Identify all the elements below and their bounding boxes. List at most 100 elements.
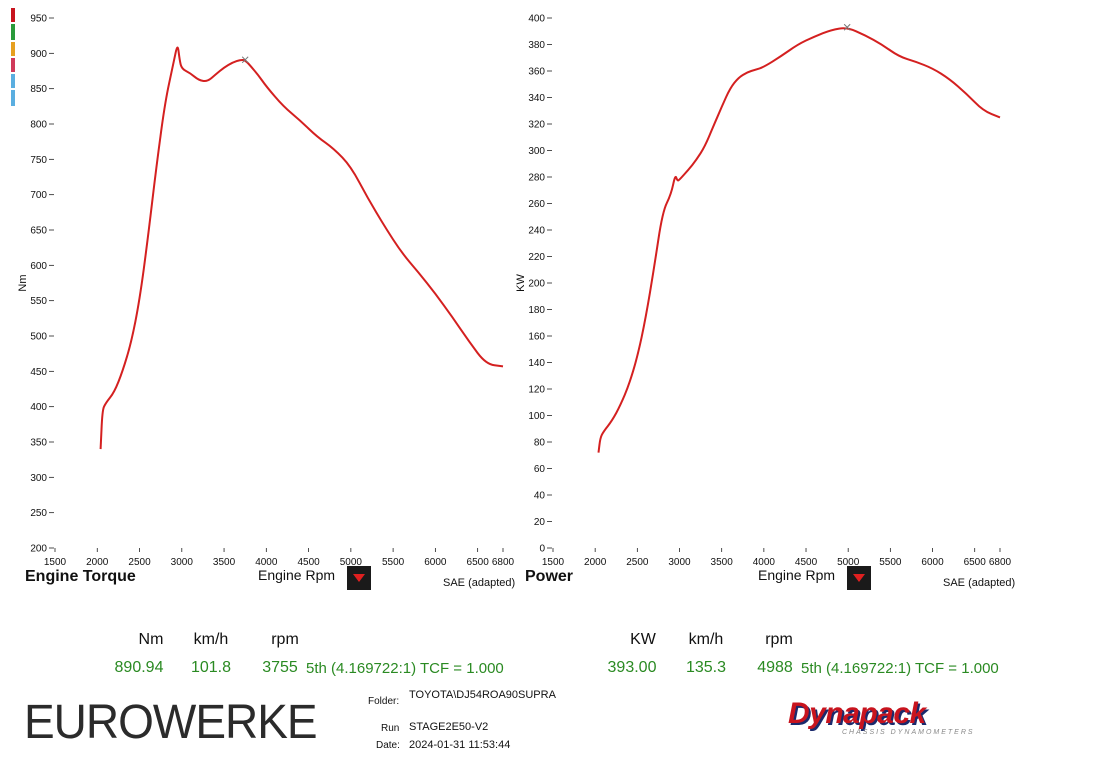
y-tick-label: 220 (528, 252, 545, 263)
legend-swatch (11, 42, 15, 56)
y-tick-label: 400 (30, 402, 47, 413)
x-tick-label: 2000 (584, 557, 607, 568)
x-tick-label: 2500 (626, 557, 649, 568)
y-tick-label: 360 (528, 67, 545, 78)
y-tick-label: 300 (30, 473, 47, 484)
readout-speed-value: 135.3 (685, 659, 727, 676)
y-tick-label: 600 (30, 261, 47, 272)
x-tick-label: 4000 (753, 557, 776, 568)
legend-swatch (11, 24, 15, 40)
dynapack-logo-subtitle: CHASSIS DYNAMOMETERS (842, 729, 975, 736)
y-tick-label: 180 (528, 305, 545, 316)
readout-torque-value: 890.94 (114, 659, 164, 676)
x-tick-label: 4500 (297, 557, 320, 568)
torque-chart-title: Engine Torque (25, 568, 136, 585)
x-tick-label: 1500 (542, 557, 565, 568)
y-tick-label: 380 (528, 40, 545, 51)
y-tick-label: 240 (528, 226, 545, 237)
y-tick-label: 120 (528, 385, 545, 396)
x-tick-label: 2000 (86, 557, 109, 568)
y-tick-label: 250 (30, 508, 47, 519)
readout-rpm-value: 4988 (757, 659, 793, 676)
power-chart-title: Power (525, 568, 574, 585)
y-tick-label: 450 (30, 367, 47, 378)
power-sae-note: SAE (adapted) (943, 577, 1016, 589)
y-tick-label: 340 (528, 93, 545, 104)
folder-value: TOYOTA\DJ54ROA90SUPRA (409, 689, 556, 701)
power-x-axis-label: Engine Rpm (758, 567, 836, 583)
y-tick-label: 160 (528, 332, 545, 343)
x-tick-label: 3000 (668, 557, 691, 568)
y-tick-label: 700 (30, 190, 47, 201)
y-tick-label: 0 (539, 544, 545, 555)
dynapack-logo: Dynapack (788, 697, 926, 730)
y-tick-label: 800 (30, 120, 47, 131)
y-tick-label: 140 (528, 358, 545, 369)
x-tick-label: 5000 (340, 557, 363, 568)
readout-gear-info: 5th (4.169722:1) TCF = 1.000 (306, 660, 504, 677)
y-axis-label: Nm (17, 274, 29, 291)
y-tick-label: 100 (528, 411, 545, 422)
x-tick-label: 5000 (837, 557, 860, 568)
power-series-line (597, 27, 1001, 453)
x-tick-label: 5500 (879, 557, 902, 568)
y-tick-label: 60 (534, 464, 546, 475)
y-tick-label: 300 (528, 146, 545, 157)
eurowerke-logo: EUROWERKE (24, 693, 318, 749)
y-tick-label: 40 (534, 491, 546, 502)
x-tick-label: 6800 (989, 557, 1012, 568)
y-tick-label: 260 (528, 199, 545, 210)
y-tick-label: 80 (534, 438, 546, 449)
y-tick-label: 200 (30, 544, 47, 555)
readout-header: km/h (193, 631, 229, 648)
torque-x-axis-label: Engine Rpm (258, 567, 336, 583)
x-tick-label: 3000 (171, 557, 194, 568)
torque-axis-dropdown-button[interactable] (347, 566, 371, 590)
x-tick-label: 6500 (964, 557, 987, 568)
x-tick-label: 6000 (921, 557, 944, 568)
y-axis-label: KW (515, 274, 527, 292)
legend-swatch (11, 74, 15, 88)
x-tick-label: 3500 (213, 557, 236, 568)
torque-series-line (99, 46, 504, 450)
legend-swatch (11, 90, 15, 106)
readout-rpm-value: 3755 (262, 659, 298, 676)
y-tick-label: 850 (30, 84, 47, 95)
x-tick-label: 6800 (492, 557, 515, 568)
y-tick-label: 350 (30, 438, 47, 449)
run-value: STAGE2E50-V2 (409, 721, 489, 733)
x-tick-label: 1500 (44, 557, 67, 568)
readout-header: KW (630, 631, 656, 648)
folder-label: Folder: (368, 696, 400, 707)
cursor-marker (241, 56, 249, 64)
x-tick-label: 6000 (424, 557, 447, 568)
torque-sae-note: SAE (adapted) (443, 577, 516, 589)
x-tick-label: 3500 (711, 557, 734, 568)
y-tick-label: 400 (528, 14, 545, 25)
readout-header: km/h (688, 631, 724, 648)
power-axis-dropdown-button[interactable] (847, 566, 871, 590)
x-tick-label: 4500 (795, 557, 818, 568)
y-tick-label: 20 (534, 517, 546, 528)
x-tick-label: 4000 (255, 557, 278, 568)
readout-gear-info: 5th (4.169722:1) TCF = 1.000 (801, 660, 999, 677)
y-tick-label: 280 (528, 173, 545, 184)
charts-canvas: 2002503003504004505005506006507007508008… (17, 14, 1012, 569)
y-tick-label: 200 (528, 279, 545, 290)
x-tick-label: 6500 (467, 557, 490, 568)
y-tick-label: 750 (30, 155, 47, 166)
y-tick-label: 650 (30, 226, 47, 237)
y-tick-label: 320 (528, 120, 545, 131)
y-tick-label: 950 (30, 14, 47, 25)
y-tick-label: 550 (30, 296, 47, 307)
cursor-marker (843, 23, 851, 31)
legend-swatch (11, 58, 15, 72)
readout-speed-value: 101.8 (190, 659, 232, 676)
run-label: Run (381, 723, 400, 734)
readout-header: rpm (271, 631, 299, 648)
y-tick-label: 900 (30, 49, 47, 60)
y-tick-label: 500 (30, 332, 47, 343)
legend-swatch (11, 8, 15, 22)
readout-header: Nm (138, 631, 164, 648)
readout-header: rpm (765, 631, 793, 648)
